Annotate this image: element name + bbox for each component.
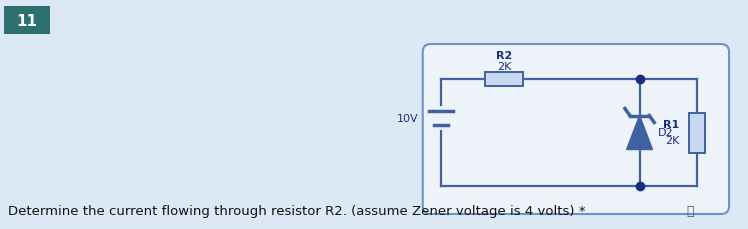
Polygon shape [627, 116, 652, 150]
Text: Determine the current flowing through resistor R2. (assume Zener voltage is 4 vo: Determine the current flowing through re… [8, 204, 586, 217]
Bar [690, 113, 705, 153]
Text: D2: D2 [657, 128, 673, 138]
Text: 2K: 2K [665, 136, 679, 146]
Text: 11: 11 [16, 14, 37, 28]
Text: R1: R1 [663, 120, 679, 130]
Text: ⧉: ⧉ [687, 204, 694, 217]
Text: R2: R2 [496, 51, 512, 61]
FancyBboxPatch shape [4, 7, 49, 35]
Text: 10V: 10V [397, 113, 419, 123]
Bar [485, 73, 523, 87]
FancyBboxPatch shape [423, 45, 729, 214]
Text: 2K: 2K [497, 62, 512, 72]
